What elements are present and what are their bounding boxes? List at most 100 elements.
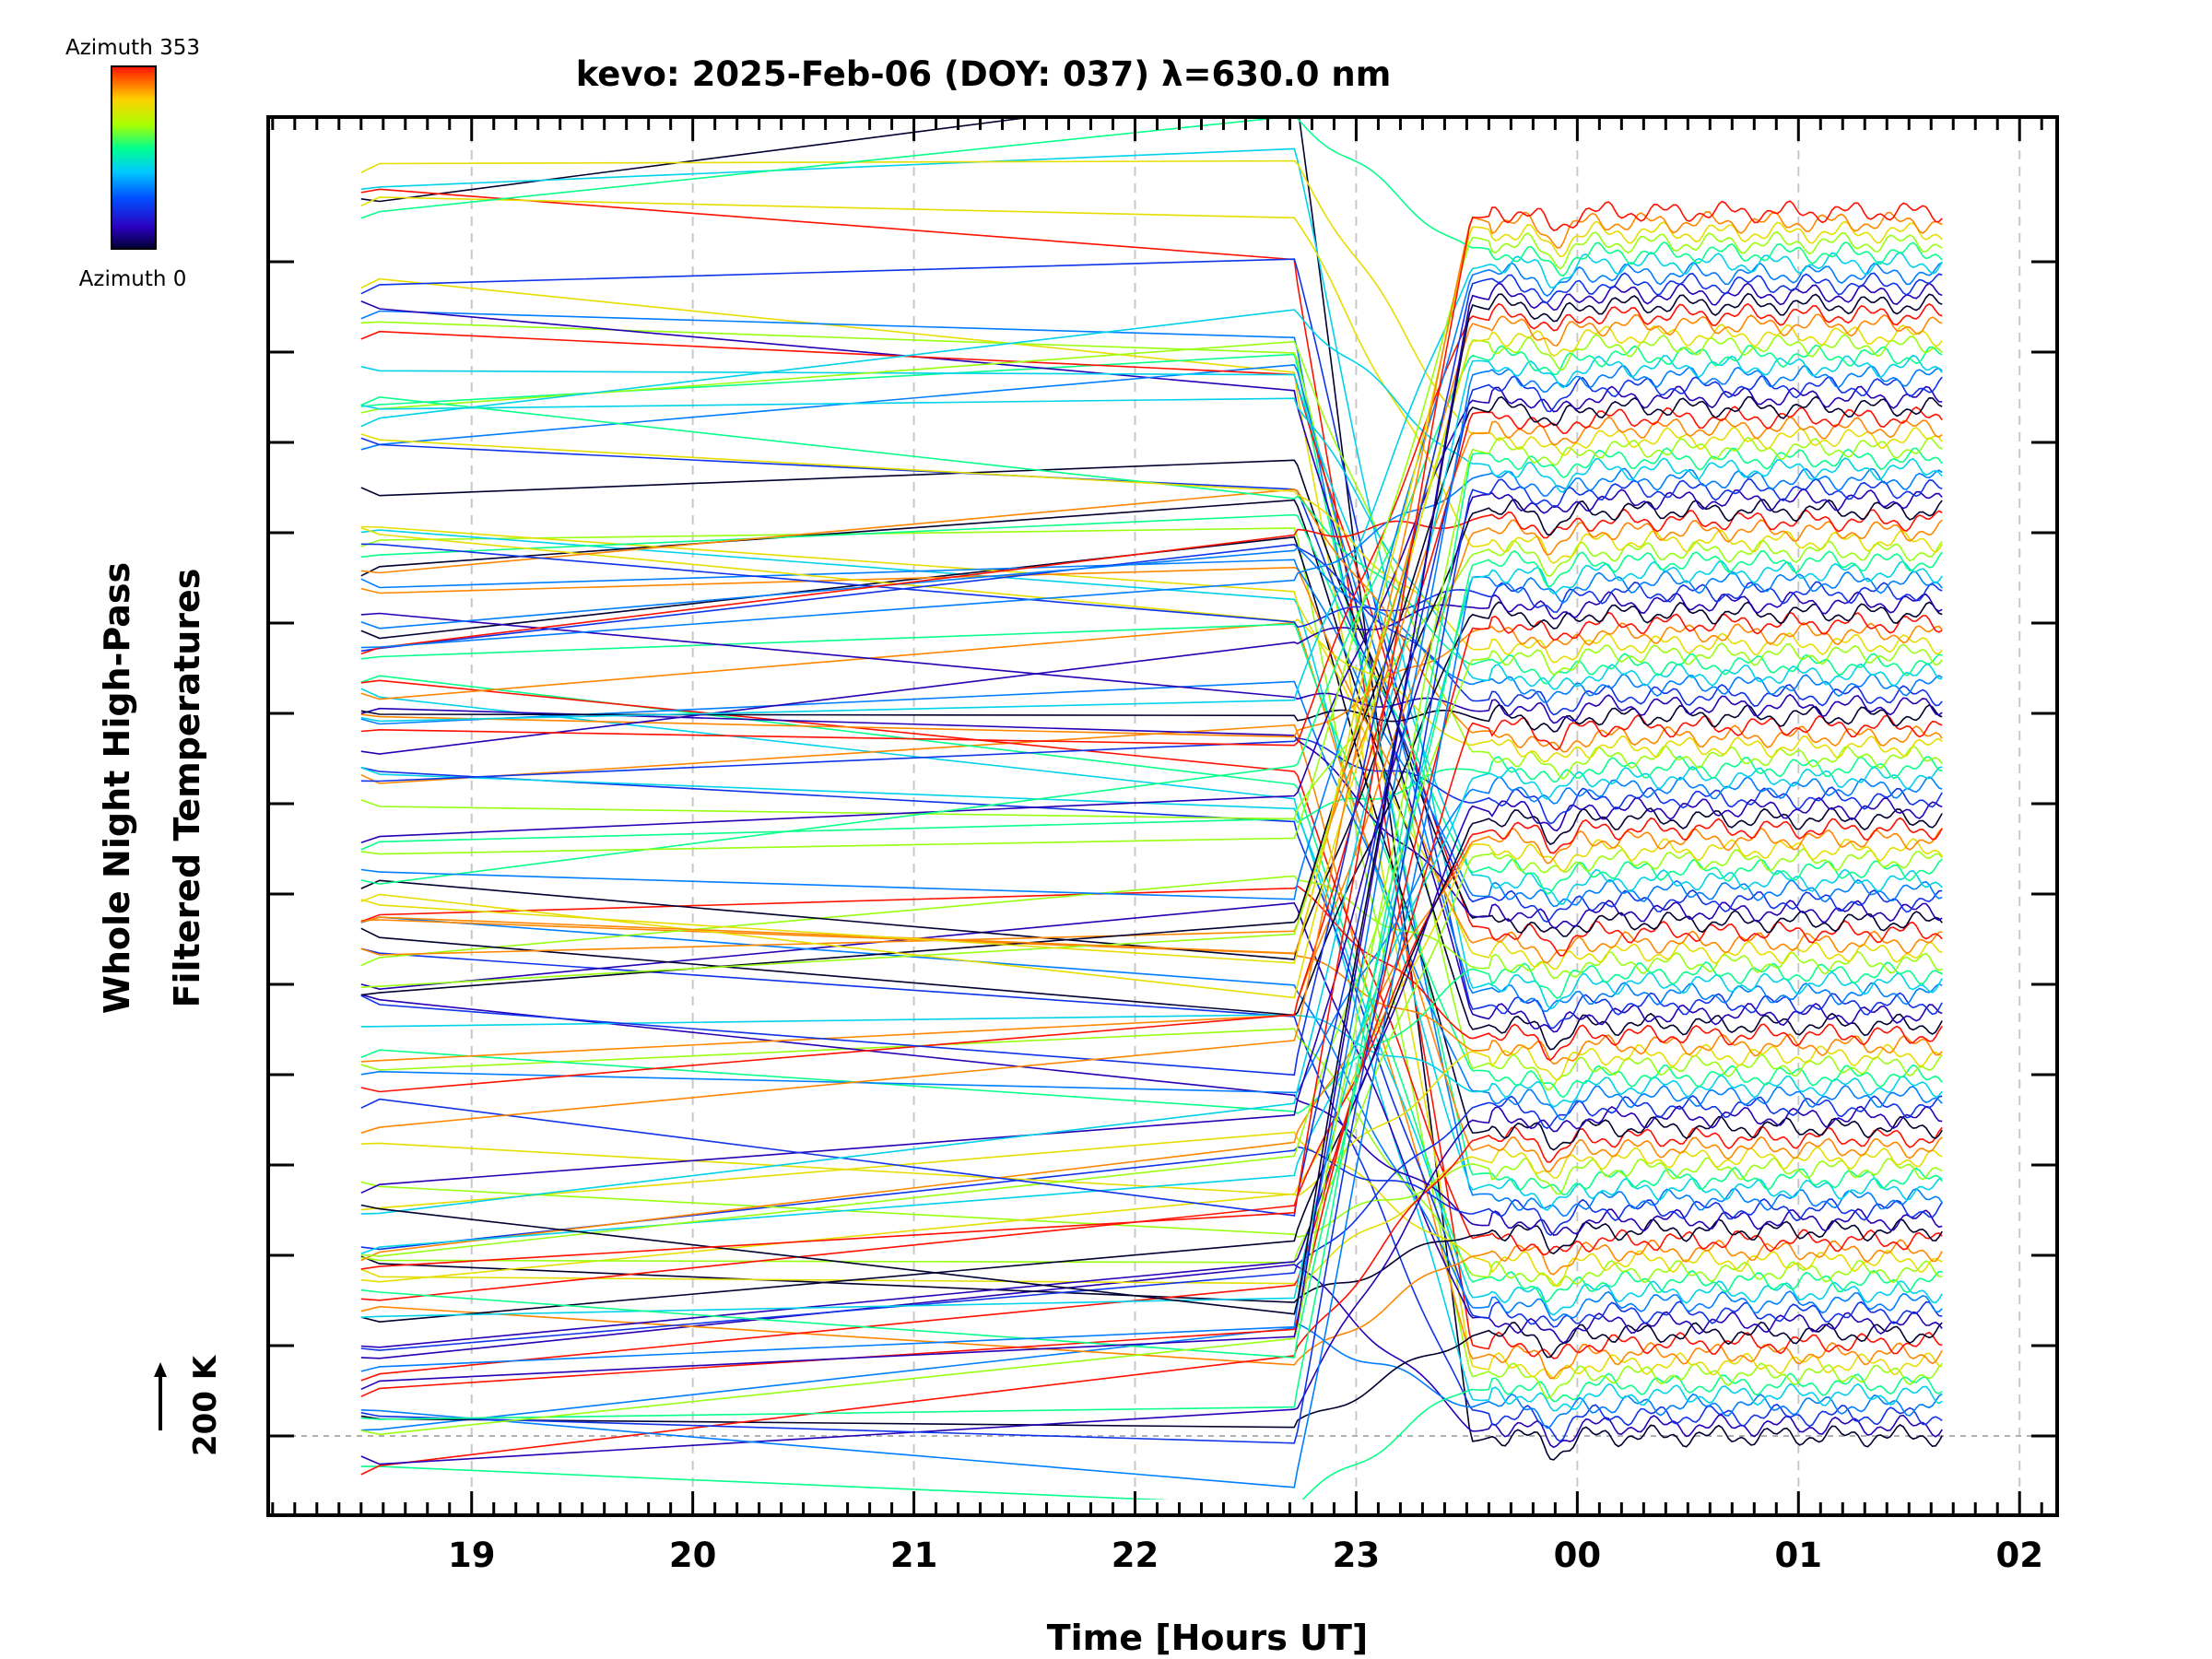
series-line [360, 200, 1943, 1270]
y-axis-label-line-2: Filtered Temperatures [167, 569, 207, 1008]
series-line [360, 395, 1943, 996]
x-tick-label: 19 [448, 1535, 496, 1575]
series-group [360, 117, 1943, 1500]
series-line [360, 313, 1943, 955]
series-line [360, 210, 1943, 1134]
series-line [360, 547, 1943, 703]
axis-ticks [268, 117, 2057, 1515]
x-tick-label: 22 [1112, 1535, 1159, 1575]
series-line [360, 1239, 1943, 1366]
series-line [360, 1372, 1943, 1500]
series-line [360, 765, 1943, 1254]
series-line [360, 230, 1943, 855]
series-line [360, 755, 1943, 851]
scale-arrow-head [154, 1362, 167, 1377]
series-line [360, 529, 1943, 1211]
series-line [360, 703, 1943, 733]
series-line [360, 675, 1943, 1303]
series-line [360, 611, 1943, 1397]
series-line [360, 539, 1943, 820]
series-line [360, 467, 1943, 649]
series-line [360, 513, 1943, 895]
series-line [360, 612, 1943, 724]
series-line [360, 1218, 1943, 1303]
x-tick-label: 21 [890, 1535, 938, 1575]
series-line [360, 737, 1943, 825]
series-line [360, 1147, 1943, 1288]
series-line [360, 714, 1943, 1382]
series-line [360, 262, 1943, 900]
series-line [360, 885, 1943, 1062]
series-line [360, 344, 1943, 885]
series-line [360, 406, 1943, 1093]
series-line [360, 623, 1943, 1099]
x-tick-label: 23 [1333, 1535, 1381, 1575]
colorbar: Azimuth 353 Azimuth 0 [65, 36, 200, 291]
series-line [360, 220, 1943, 964]
series-line [360, 437, 1943, 924]
series-line [360, 300, 1943, 1033]
series-line [360, 1323, 1943, 1431]
x-axis-label: Time [Hours UT] [1047, 1618, 1369, 1658]
series-line [360, 1146, 1943, 1251]
colorbar-bottom-label: Azimuth 0 [79, 267, 187, 291]
series-line [360, 919, 1943, 1065]
series-line [360, 1131, 1943, 1288]
series-line [360, 310, 1943, 1218]
series-line [360, 571, 1943, 1488]
series-line [360, 499, 1943, 960]
series-line [360, 549, 1943, 1359]
series-line [360, 796, 1943, 1348]
series-line [360, 1157, 1943, 1238]
series-line [360, 875, 1943, 980]
series-line [360, 353, 1943, 1196]
series-line [360, 1028, 1943, 1288]
series-line [360, 117, 1943, 277]
series-line [360, 436, 1943, 1436]
series-line [360, 526, 1943, 763]
chart-title: kevo: 2025-Feb-06 (DOY: 037) λ=630.0 nm [576, 54, 1392, 94]
series-line [360, 499, 1943, 1051]
series-line [360, 488, 1943, 1194]
series-line [360, 188, 1943, 1359]
series-line [360, 994, 1943, 1236]
series-line [360, 397, 1943, 690]
series-line [360, 1043, 1943, 1283]
plot-frame [266, 115, 2059, 1517]
series-line [360, 277, 1943, 1380]
series-line [360, 916, 1943, 1322]
y-axis-label: Whole Night High-Pass Filtered Temperatu… [97, 562, 207, 1014]
series-line [360, 601, 1943, 1017]
series-line [360, 688, 1943, 1412]
series-line [360, 960, 1943, 1115]
series-line [360, 566, 1943, 964]
series-line [360, 447, 1943, 1420]
series-line [360, 477, 1943, 1444]
x-tick-label: 01 [1775, 1535, 1823, 1575]
x-tick-label: 02 [1995, 1535, 2043, 1575]
series-line [360, 395, 1943, 685]
series-line [360, 251, 1943, 723]
colorbar-gradient [111, 65, 157, 250]
series-line [360, 707, 1943, 929]
series-line [360, 1264, 1943, 1449]
series-line [360, 560, 1943, 1318]
series-line [360, 621, 1943, 738]
series-line [360, 817, 1943, 1301]
series-line [360, 901, 1943, 1345]
y-axis-label-line-1: Whole Night High-Pass [97, 562, 137, 1014]
series-line [360, 1094, 1943, 1351]
series-line [360, 324, 1943, 999]
series-line [360, 642, 1943, 1257]
series-line [360, 309, 1943, 493]
colorbar-top-label: Azimuth 353 [65, 36, 200, 60]
x-tick-label: 00 [1554, 1535, 1602, 1575]
series-line [360, 416, 1943, 956]
series-line [360, 196, 1943, 565]
series-line [360, 365, 1943, 1372]
series-line [360, 591, 1943, 755]
series-line [360, 321, 1943, 1091]
series-line [360, 354, 1943, 1215]
series-line [360, 302, 1943, 747]
